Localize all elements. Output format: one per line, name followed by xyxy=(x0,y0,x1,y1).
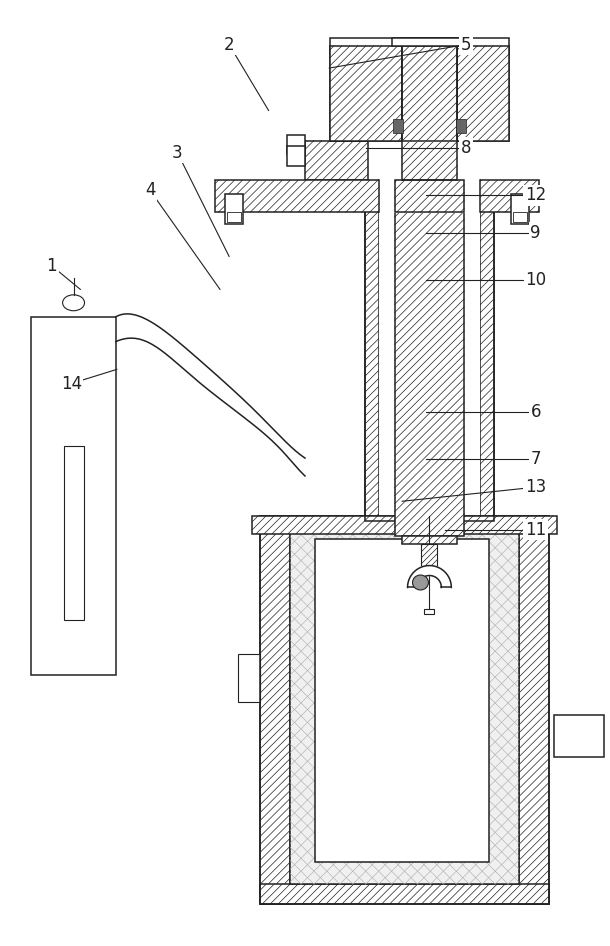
Bar xyxy=(260,885,549,904)
Bar xyxy=(456,118,466,132)
Text: 12: 12 xyxy=(525,186,547,204)
Bar xyxy=(519,516,549,904)
Bar xyxy=(554,715,604,757)
Bar xyxy=(31,317,116,675)
Text: 14: 14 xyxy=(60,375,82,393)
Bar xyxy=(330,46,509,141)
Bar xyxy=(379,207,480,521)
Bar xyxy=(287,134,305,154)
Bar xyxy=(253,516,557,534)
Text: 5: 5 xyxy=(461,36,471,54)
Bar xyxy=(260,516,290,904)
Text: 9: 9 xyxy=(531,224,541,242)
Bar xyxy=(290,516,519,885)
Bar xyxy=(260,516,549,904)
Bar xyxy=(315,538,489,862)
Bar xyxy=(379,180,480,213)
Text: 3: 3 xyxy=(172,144,183,162)
Bar xyxy=(330,46,401,141)
Bar xyxy=(287,147,305,166)
Bar xyxy=(393,118,403,132)
Bar xyxy=(395,181,464,212)
Bar xyxy=(365,207,494,521)
Text: 4: 4 xyxy=(145,182,156,200)
Bar xyxy=(480,207,494,521)
Bar xyxy=(401,535,458,544)
Bar xyxy=(239,655,260,702)
Bar xyxy=(401,46,458,141)
Text: 13: 13 xyxy=(525,478,547,496)
Bar xyxy=(228,212,242,222)
Bar xyxy=(305,141,368,181)
Bar xyxy=(401,45,458,142)
Bar xyxy=(215,181,539,212)
Bar xyxy=(401,38,458,181)
Polygon shape xyxy=(407,566,451,587)
Text: 11: 11 xyxy=(525,520,547,538)
Text: 10: 10 xyxy=(525,271,547,289)
Bar xyxy=(395,181,464,212)
Bar xyxy=(365,207,379,521)
Ellipse shape xyxy=(63,295,85,310)
Text: 8: 8 xyxy=(461,139,471,157)
Bar xyxy=(422,544,437,566)
Bar xyxy=(458,46,509,141)
Text: 2: 2 xyxy=(224,36,234,54)
Bar xyxy=(225,194,243,224)
Bar xyxy=(330,38,509,54)
Ellipse shape xyxy=(412,575,428,590)
Text: 1: 1 xyxy=(46,256,57,275)
Text: 6: 6 xyxy=(531,403,541,421)
Bar xyxy=(511,194,529,224)
Bar xyxy=(513,212,527,222)
Bar xyxy=(395,207,464,535)
Bar xyxy=(425,609,434,614)
Text: 7: 7 xyxy=(531,450,541,468)
Bar xyxy=(63,447,84,621)
Bar xyxy=(401,46,458,141)
Bar xyxy=(392,38,467,46)
